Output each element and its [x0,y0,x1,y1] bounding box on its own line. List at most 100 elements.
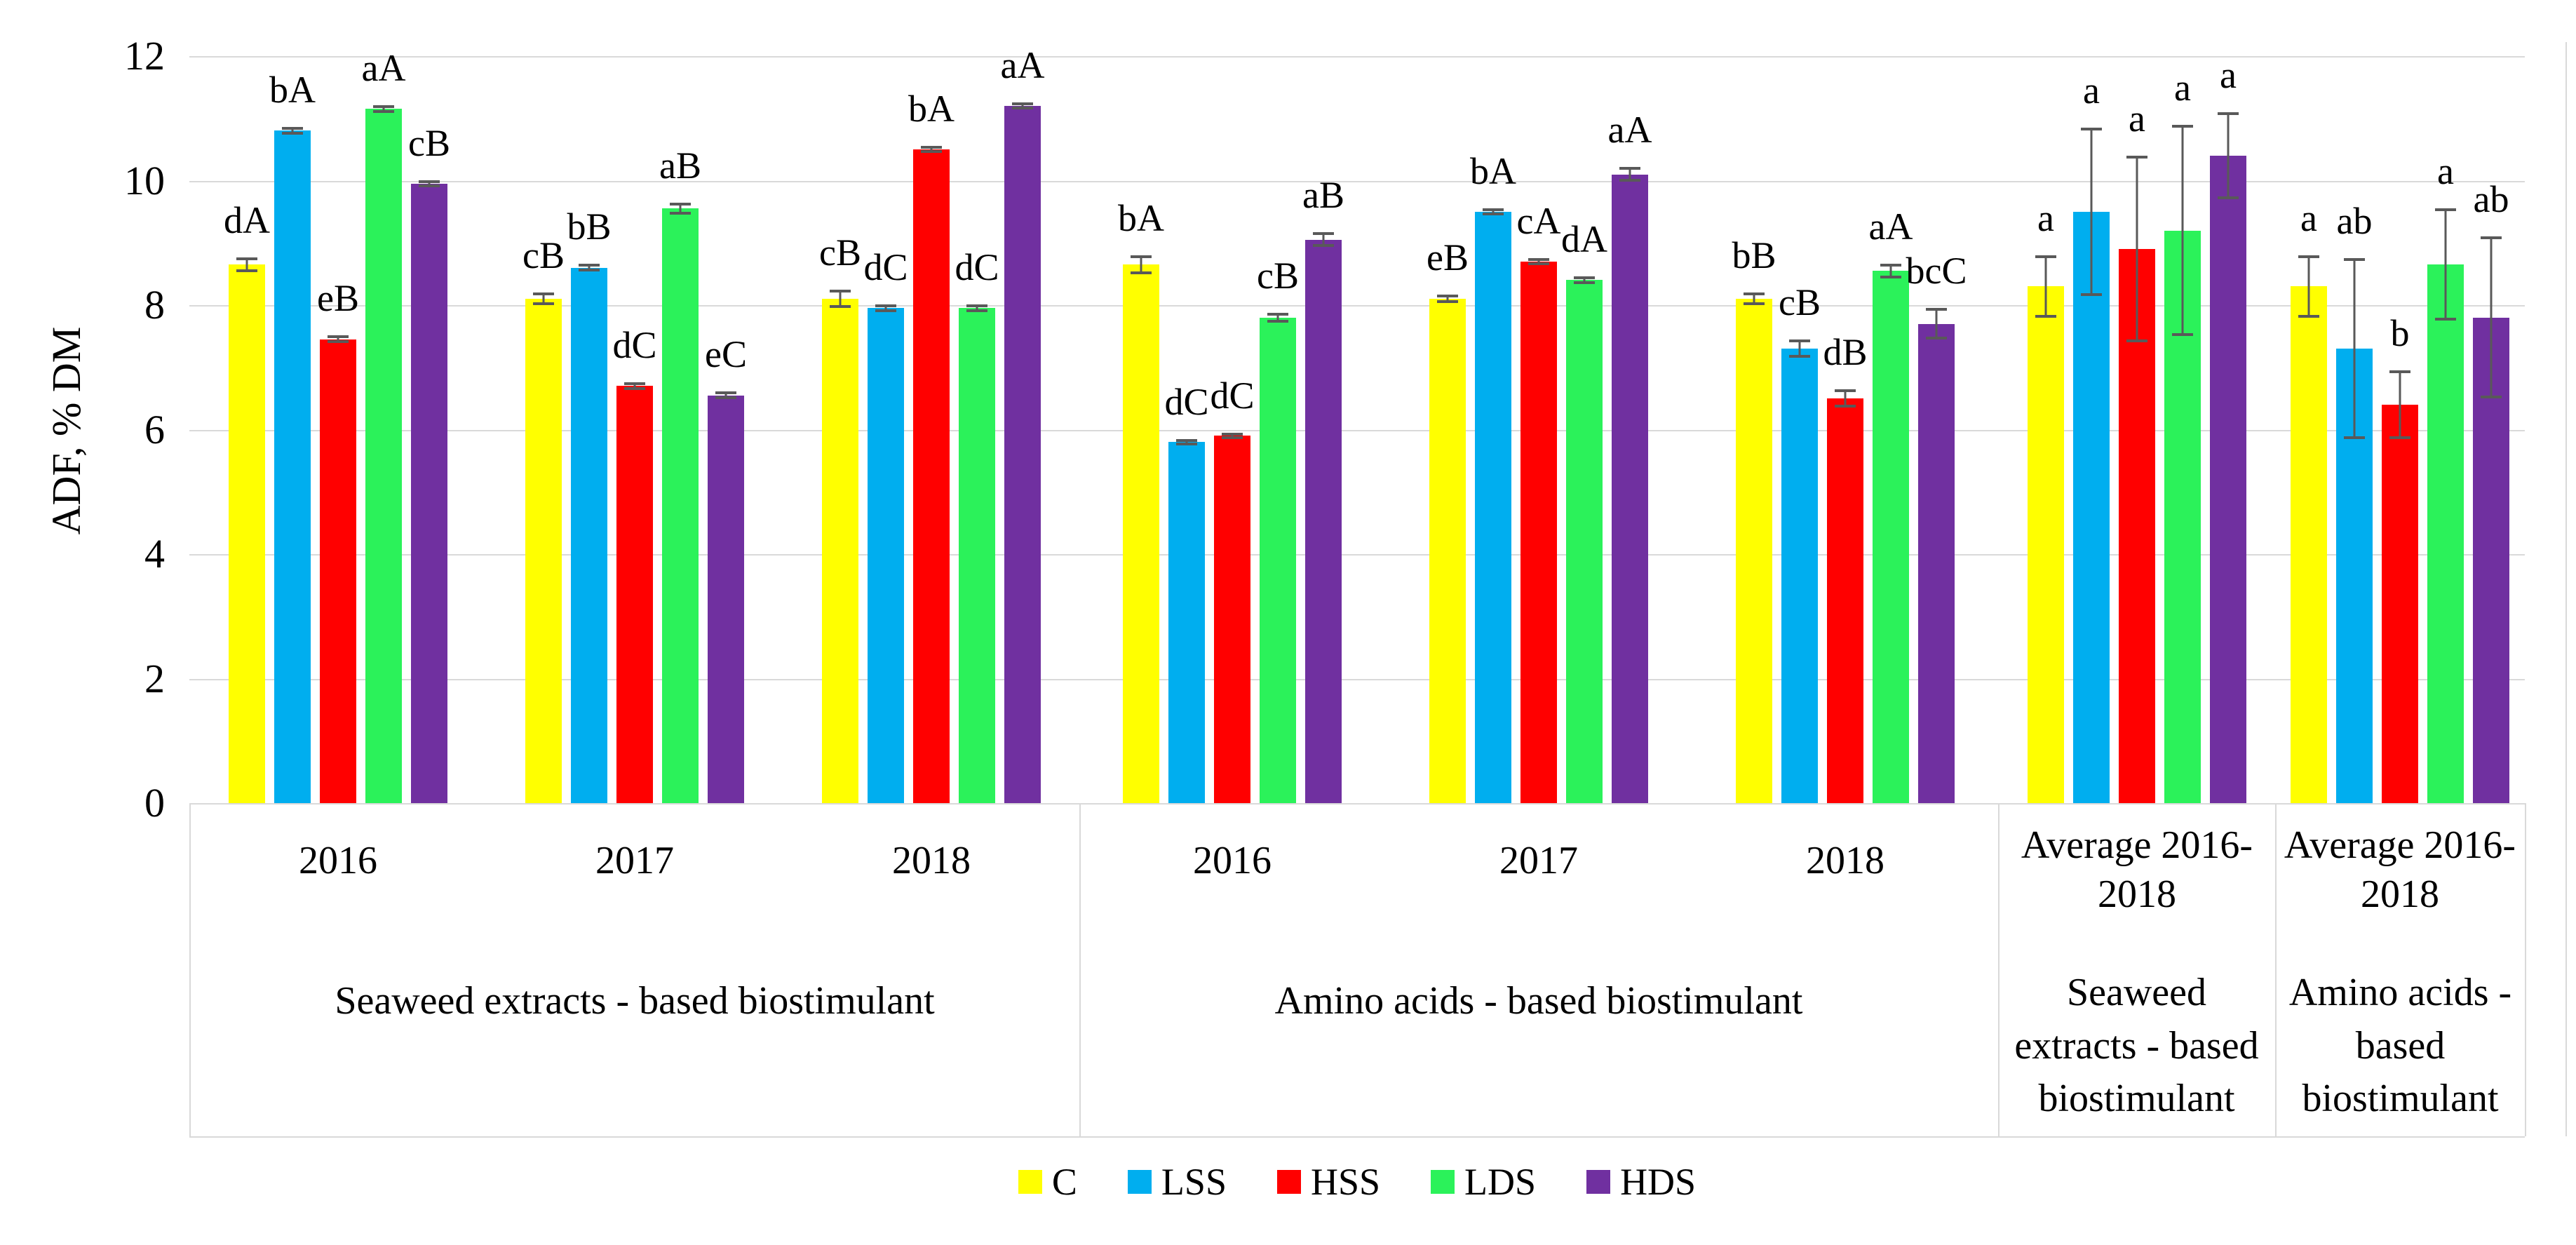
category-label-group7: Average 2016-2018 [2021,823,2253,916]
x-axis-line [189,803,2525,805]
bar-HSS-group2 [616,386,653,803]
bar-LDS-group5 [1566,280,1603,803]
bar-LDS-group4 [1260,318,1296,803]
error-bar-LDS-group1 [373,105,394,113]
bar-LSS-group5 [1475,212,1511,803]
y-tick-10: 10 [124,157,165,203]
error-bar-HDS-group5 [1619,167,1640,182]
category-label-group6: 2018 [1806,839,1884,882]
legend-label-HSS: HSS [1310,1161,1381,1203]
error-bar-C-group6 [1744,292,1765,305]
bar-LDS-group2 [662,208,699,803]
significance-label-C-group3: cB [819,231,861,274]
category-label-group5: 2017 [1499,839,1578,882]
error-bar-LDS-group4 [1267,313,1288,323]
legend-label-C: C [1051,1161,1077,1203]
significance-label-C-group8: a [2300,197,2317,239]
bar-C-group1 [229,264,265,803]
error-bar-HDS-group4 [1313,232,1334,247]
section-label-3: Seaweed extracts - based biostimulant [2014,971,2259,1121]
gridline-8 [189,305,2525,307]
error-bar-HDS-group8 [2481,236,2502,398]
legend-item-HSS: HSS [1276,1161,1381,1203]
error-bar-HSS-group4 [1222,433,1243,439]
bar-LDS-group1 [365,109,402,803]
category-label-group1: 2016 [299,839,377,882]
bar-LDS-group6 [1873,271,1909,803]
significance-label-LDS-group8: a [2437,150,2454,192]
y-tick-6: 6 [144,406,165,452]
significance-label-HSS-group7: a [2129,97,2145,140]
error-bar-LSS-group8 [2344,258,2365,439]
legend: C LSS HSS LDS HDS [189,1157,2525,1206]
significance-label-HSS-group4: dC [1210,375,1255,417]
error-bar-HSS-group7 [2126,156,2147,342]
significance-label-HDS-group7: a [2220,54,2237,96]
significance-label-HDS-group4: aB [1302,174,1344,216]
error-bar-LDS-group6 [1880,264,1901,278]
section-divider-2 [1998,803,2000,1136]
error-bar-C-group5 [1437,295,1458,303]
bar-HSS-group4 [1214,436,1250,803]
y-tick-0: 0 [144,780,165,826]
significance-label-C-group7: a [2037,197,2054,239]
error-bar-HSS-group3 [921,146,942,153]
significance-label-LDS-group7: a [2174,67,2191,109]
category-label-group8: Average 2016-2018 [2284,823,2516,916]
section-label-2: Amino acids - based biostimulant [1274,979,1803,1023]
gridline-2 [189,679,2525,680]
significance-label-HSS-group6: dB [1823,331,1868,373]
legend-swatch-C [1018,1170,1042,1194]
error-bar-HSS-group2 [624,382,645,390]
significance-label-LSS-group3: dC [863,246,908,288]
legend-item-HDS: HDS [1586,1163,1696,1201]
bar-HSS-group3 [913,149,950,803]
error-bar-HDS-group3 [1012,102,1033,109]
error-bar-LDS-group3 [966,304,987,312]
label-area-right-border [2525,803,2526,1136]
legend-item-LSS: LSS [1127,1161,1227,1203]
significance-label-LSS-group2: bB [567,206,612,248]
bar-C-group7 [2028,286,2064,803]
bar-HDS-group4 [1305,240,1342,803]
significance-label-HDS-group1: cB [408,122,450,164]
significance-label-LDS-group5: dA [1561,218,1607,260]
y-tick-4: 4 [144,531,165,577]
error-bar-HDS-group6 [1926,308,1947,339]
significance-label-LSS-group8: ab [2336,200,2373,242]
bar-HSS-group6 [1827,398,1863,803]
error-bar-HSS-group6 [1835,389,1856,408]
bar-HDS-group5 [1612,175,1648,803]
bar-C-group3 [822,299,858,803]
label-area-left-border [189,803,191,1136]
legend-swatch-LSS [1127,1170,1152,1194]
significance-label-HSS-group5: cA [1516,200,1561,242]
error-bar-C-group8 [2298,255,2319,318]
error-bar-LSS-group1 [282,127,303,135]
label-area-bottom-border [189,1136,2525,1138]
error-bar-HSS-group5 [1528,258,1549,265]
legend-label-LSS: LSS [1161,1161,1227,1203]
category-label-group4: 2016 [1193,839,1272,882]
error-bar-HDS-group1 [419,180,440,187]
error-bar-LSS-group5 [1483,208,1504,215]
legend-swatch-LDS [1431,1170,1455,1194]
error-bar-HSS-group8 [2389,370,2410,439]
significance-label-C-group1: dA [224,199,270,241]
bar-HSS-group8 [2382,405,2418,803]
error-bar-HDS-group2 [715,391,736,399]
bar-LDS-group8 [2427,264,2464,803]
gridline-4 [189,554,2525,556]
significance-label-LSS-group6: cB [1779,281,1821,323]
error-bar-C-group4 [1131,255,1152,274]
significance-label-HSS-group3: bA [908,88,955,130]
bar-C-group6 [1736,299,1772,803]
bar-C-group4 [1123,264,1159,803]
section-label-4: Amino acids - based biostimulant [2288,971,2512,1121]
significance-label-C-group6: bB [1732,234,1776,276]
section-divider-1 [1079,803,1081,1136]
error-bar-LSS-group4 [1176,439,1197,445]
bar-LSS-group7 [2073,212,2110,803]
section-label-1: Seaweed extracts - based biostimulant [335,979,935,1023]
category-label-group3: 2018 [892,839,971,882]
